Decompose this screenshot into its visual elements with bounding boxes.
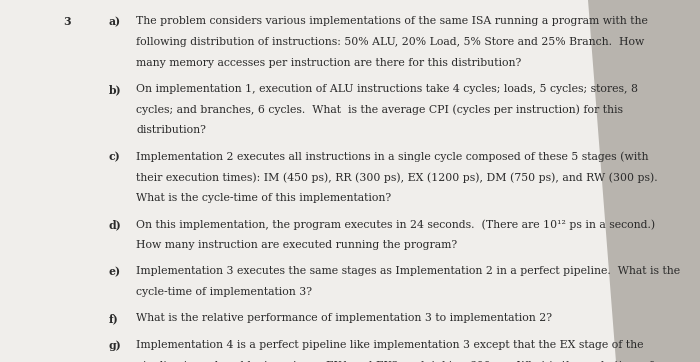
Text: a): a) (108, 16, 120, 27)
Text: c): c) (108, 152, 120, 163)
Text: What is the cycle-time of this implementation?: What is the cycle-time of this implement… (136, 193, 391, 203)
Text: f): f) (108, 313, 118, 324)
Text: Implementation 3 executes the same stages as Implementation 2 in a perfect pipel: Implementation 3 executes the same stage… (136, 266, 680, 277)
Text: their execution times): IM (450 ps), RR (300 ps), EX (1200 ps), DM (750 ps), and: their execution times): IM (450 ps), RR … (136, 172, 658, 183)
Text: distribution?: distribution? (136, 125, 206, 135)
Text: g): g) (108, 340, 121, 351)
Text: cycle-time of implementation 3?: cycle-time of implementation 3? (136, 287, 312, 297)
Text: How many instruction are executed running the program?: How many instruction are executed runnin… (136, 240, 458, 250)
Text: cycles; and branches, 6 cycles.  What  is the average CPI (cycles per instructio: cycles; and branches, 6 cycles. What is … (136, 105, 624, 115)
Text: many memory accesses per instruction are there for this distribution?: many memory accesses per instruction are… (136, 58, 522, 68)
Text: On implementation 1, execution of ALU instructions take 4 cycles; loads, 5 cycle: On implementation 1, execution of ALU in… (136, 84, 638, 94)
Text: following distribution of instructions: 50% ALU, 20% Load, 5% Store and 25% Bran: following distribution of instructions: … (136, 37, 645, 47)
Text: pipeline is replaced by two stages EX1 and EX2 each taking 600 ps.  What is the : pipeline is replaced by two stages EX1 a… (136, 361, 654, 362)
Text: 3: 3 (63, 16, 71, 27)
Text: b): b) (108, 84, 121, 95)
Text: On this implementation, the program executes in 24 seconds.  (There are 10¹² ps : On this implementation, the program exec… (136, 219, 656, 230)
Text: Implementation 4 is a perfect pipeline like implementation 3 except that the EX : Implementation 4 is a perfect pipeline l… (136, 340, 644, 350)
Text: e): e) (108, 266, 120, 277)
Text: What is the relative performance of implementation 3 to implementation 2?: What is the relative performance of impl… (136, 313, 552, 324)
Polygon shape (0, 0, 616, 362)
Text: d): d) (108, 219, 121, 230)
Text: Implementation 2 executes all instructions in a single cycle composed of these 5: Implementation 2 executes all instructio… (136, 152, 649, 162)
Text: The problem considers various implementations of the same ISA running a program : The problem considers various implementa… (136, 16, 648, 26)
